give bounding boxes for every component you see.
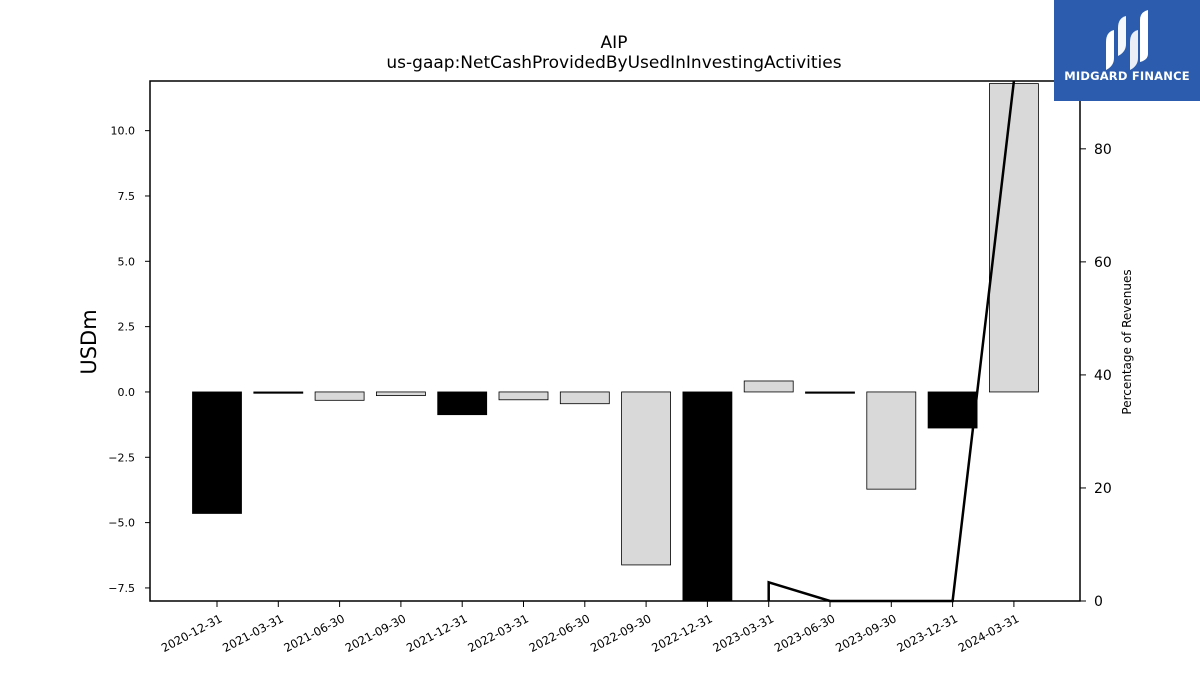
- y-tick-label: 10.0: [111, 125, 136, 138]
- bar-2021-03-31: [253, 391, 304, 394]
- y-tick-label: 0.0: [118, 386, 136, 399]
- x-tick-label: 2021-12-31: [404, 611, 470, 655]
- bar-2020-12-31: [192, 391, 242, 514]
- y-tick-label: −2.5: [108, 451, 135, 464]
- y-tick-label: 7.5: [118, 190, 136, 203]
- bar-2021-12-31: [437, 391, 488, 416]
- y2-tick-label: 0: [1094, 594, 1103, 610]
- x-tick-label: 2021-06-30: [281, 611, 347, 655]
- brand-logo: MIDGARD FINANCE: [1054, 0, 1200, 101]
- bar-2023-12-31: [927, 391, 978, 429]
- y-axis-label: USDm: [77, 309, 101, 374]
- bar-2021-06-30: [314, 391, 365, 401]
- x-tick-label: 2023-09-30: [833, 611, 899, 655]
- y2-tick-label: 60: [1094, 255, 1112, 271]
- x-tick-label: 2023-12-31: [894, 611, 960, 655]
- chart-title: AIP: [601, 33, 628, 53]
- y-tick-label: 2.5: [118, 321, 136, 334]
- x-tick-label: 2022-03-31: [465, 611, 531, 655]
- y-axis-right: 0 20 40 60 80: [1080, 142, 1112, 610]
- y2-tick-label: 40: [1094, 368, 1112, 384]
- y2-tick-label: 20: [1094, 481, 1112, 497]
- brand-name: MIDGARD FINANCE: [1064, 69, 1190, 83]
- x-tick-label: 2023-06-30: [772, 611, 838, 655]
- x-tick-label: 2021-09-30: [343, 611, 409, 655]
- bar-group: [192, 83, 1039, 602]
- percentage-line-layer: [767, 80, 1016, 603]
- bar-2022-03-31: [498, 391, 549, 401]
- y2-axis-label: Percentage of Revenues: [1120, 269, 1134, 414]
- y-axis-left: −7.5 −5.0 −2.5 0.0 2.5 5.0 7.5 10.0: [108, 125, 150, 595]
- y-tick-label: 5.0: [118, 255, 136, 268]
- percentage-line: [767, 80, 1016, 603]
- x-tick-label: 2020-12-31: [159, 611, 225, 655]
- bar-2023-03-31: [743, 380, 794, 393]
- x-axis: 2020-12-312021-03-312021-06-302021-09-30…: [159, 601, 1021, 655]
- bar-2022-06-30: [559, 391, 610, 405]
- chart-subtitle: us-gaap:NetCashProvidedByUsedInInvesting…: [386, 53, 841, 73]
- x-tick-label: 2022-09-30: [588, 611, 654, 655]
- midgard-logo-icon: [1106, 10, 1148, 70]
- y-tick-label: −5.0: [108, 517, 135, 530]
- y-tick-label: −7.5: [108, 582, 135, 595]
- bar-2023-09-30: [866, 391, 917, 490]
- x-tick-label: 2022-06-30: [527, 611, 593, 655]
- bar-2022-12-31: [682, 391, 733, 602]
- plot-frame: [149, 80, 1081, 602]
- y2-tick-label: 80: [1094, 142, 1112, 158]
- x-tick-label: 2024-03-31: [956, 611, 1022, 655]
- bar-2022-09-30: [621, 391, 671, 566]
- bar-2023-06-30: [805, 391, 855, 394]
- bar-2024-03-31: [989, 83, 1039, 393]
- x-tick-label: 2023-03-31: [711, 611, 777, 655]
- x-tick-label: 2022-12-31: [649, 611, 715, 655]
- bar-2021-09-30: [375, 391, 426, 397]
- x-tick-label: 2021-03-31: [220, 611, 286, 655]
